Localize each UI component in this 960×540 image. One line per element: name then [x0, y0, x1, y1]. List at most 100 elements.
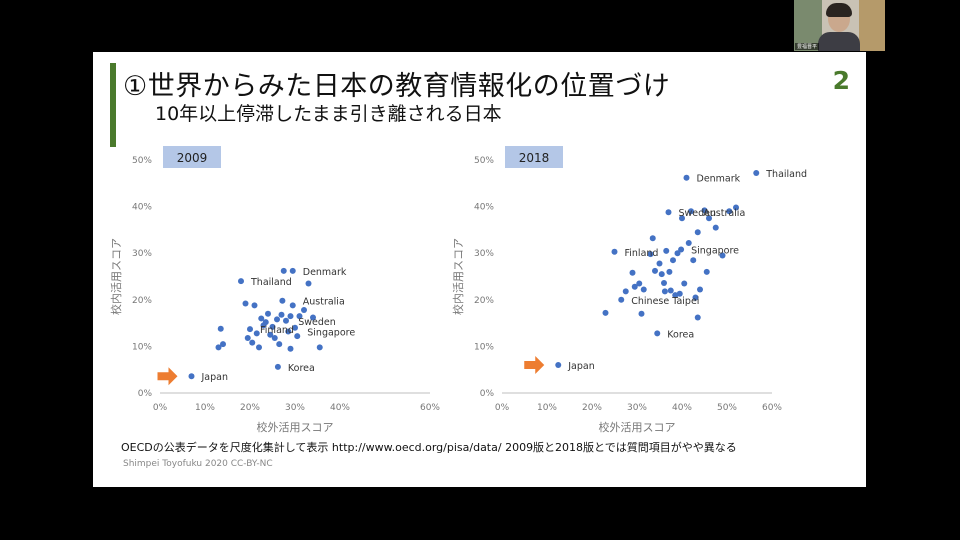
point-label: Finland: [625, 248, 659, 259]
data-point: [265, 310, 271, 317]
data-point: [647, 251, 654, 258]
data-point: [253, 330, 260, 337]
data-point: [267, 331, 274, 338]
x-axis-title: 校外活用スコア: [257, 420, 334, 434]
data-point: [555, 362, 562, 369]
data-point: [690, 257, 697, 264]
data-point: [280, 267, 287, 274]
presenter-hair: [826, 3, 852, 17]
data-point: [622, 288, 629, 295]
bookshelf-left: [794, 0, 822, 51]
x-tick-label: 60%: [762, 403, 782, 413]
point-label: Chinese Taipei: [631, 296, 699, 307]
point-label: Thailand: [765, 169, 807, 180]
point-label: Japan: [567, 361, 595, 372]
data-point: [217, 325, 224, 332]
data-point: [251, 302, 258, 309]
data-point: [701, 207, 708, 214]
data-point: [649, 235, 656, 242]
point-label: Singapore: [691, 245, 739, 256]
x-tick-label: 10%: [195, 403, 215, 413]
data-point: [681, 280, 688, 287]
data-point: [305, 280, 312, 287]
page-number: 2: [832, 66, 850, 95]
data-point: [274, 316, 280, 323]
data-point: [262, 319, 269, 326]
data-point: [676, 290, 683, 297]
data-point: [678, 246, 685, 253]
data-point: [310, 314, 316, 321]
point-label: Korea: [667, 329, 694, 340]
data-point: [242, 300, 249, 307]
data-point: [663, 247, 670, 254]
data-point: [683, 174, 690, 181]
x-axis-title: 校外活用スコア: [599, 420, 676, 434]
data-point: [215, 344, 222, 351]
data-point: [279, 297, 286, 304]
data-point: [276, 341, 283, 348]
x-tick-label: 0%: [495, 403, 510, 413]
data-point: [611, 248, 618, 255]
x-tick-label: 0%: [153, 403, 168, 413]
point-label: Australia: [303, 297, 345, 308]
data-point: [670, 257, 676, 264]
data-point: [292, 324, 298, 331]
slide-subtitle: 10年以上停滞したまま引き離される日本: [155, 103, 502, 125]
data-point: [256, 344, 262, 351]
data-point: [316, 344, 323, 351]
y-tick-label: 0%: [480, 389, 495, 399]
point-label: Thailand: [250, 277, 292, 288]
data-point: [640, 286, 647, 293]
data-point: [287, 345, 294, 352]
x-tick-label: 20%: [582, 403, 602, 413]
data-point: [638, 310, 645, 317]
data-point: [679, 215, 685, 222]
point-label: Korea: [288, 363, 315, 374]
y-tick-label: 30%: [132, 249, 152, 259]
y-tick-label: 30%: [474, 249, 494, 259]
data-point: [278, 311, 285, 318]
data-point: [753, 170, 760, 177]
data-point: [301, 307, 307, 314]
data-point: [289, 302, 296, 309]
y-axis-title: 校内活用スコア: [109, 238, 123, 315]
data-point: [238, 278, 244, 285]
point-label: Sweden: [298, 317, 336, 328]
y-tick-label: 20%: [132, 296, 152, 306]
data-point: [271, 335, 278, 342]
x-tick-label: 20%: [240, 403, 260, 413]
data-point: [726, 208, 733, 215]
data-point: [631, 283, 638, 290]
data-point: [665, 209, 672, 216]
y-axis-title: 校内活用スコア: [451, 238, 465, 315]
y-tick-label: 20%: [474, 296, 494, 306]
x-tick-label: 40%: [330, 403, 350, 413]
japan-highlight-arrow: [157, 367, 178, 386]
title-accent-bar: [110, 63, 116, 147]
data-point: [692, 294, 699, 301]
data-point: [247, 326, 253, 333]
y-tick-label: 50%: [132, 156, 152, 166]
x-tick-label: 30%: [627, 403, 647, 413]
y-tick-label: 40%: [132, 203, 152, 213]
point-label: Japan: [201, 372, 229, 383]
data-point: [289, 267, 296, 274]
data-point: [661, 280, 667, 287]
x-tick-label: 40%: [672, 403, 692, 413]
data-point: [188, 373, 195, 380]
webcam-name-label: 豊福晋平: [795, 43, 820, 50]
chart-title: 2009: [177, 151, 208, 165]
bookshelf-right: [859, 0, 885, 51]
credit-line: Shimpei Toyofuku 2020 CC-BY-NC: [123, 459, 273, 469]
data-point: [719, 252, 726, 259]
data-source-footnote: OECDの公表データを尺度化集計して表示 http://www.oecd.org…: [121, 441, 737, 454]
presentation-slide: ①世界からみた日本の教育情報化の位置づけ 10年以上停滞したまま引き離される日本…: [93, 52, 866, 487]
webcam-thumbnail: 豊福晋平: [794, 0, 885, 51]
data-point: [636, 280, 643, 287]
data-point: [666, 268, 673, 275]
chart-title: 2018: [519, 151, 550, 165]
point-label: Singapore: [307, 327, 355, 338]
data-point: [694, 229, 701, 236]
point-label: Denmark: [303, 267, 347, 278]
x-tick-label: 10%: [537, 403, 557, 413]
